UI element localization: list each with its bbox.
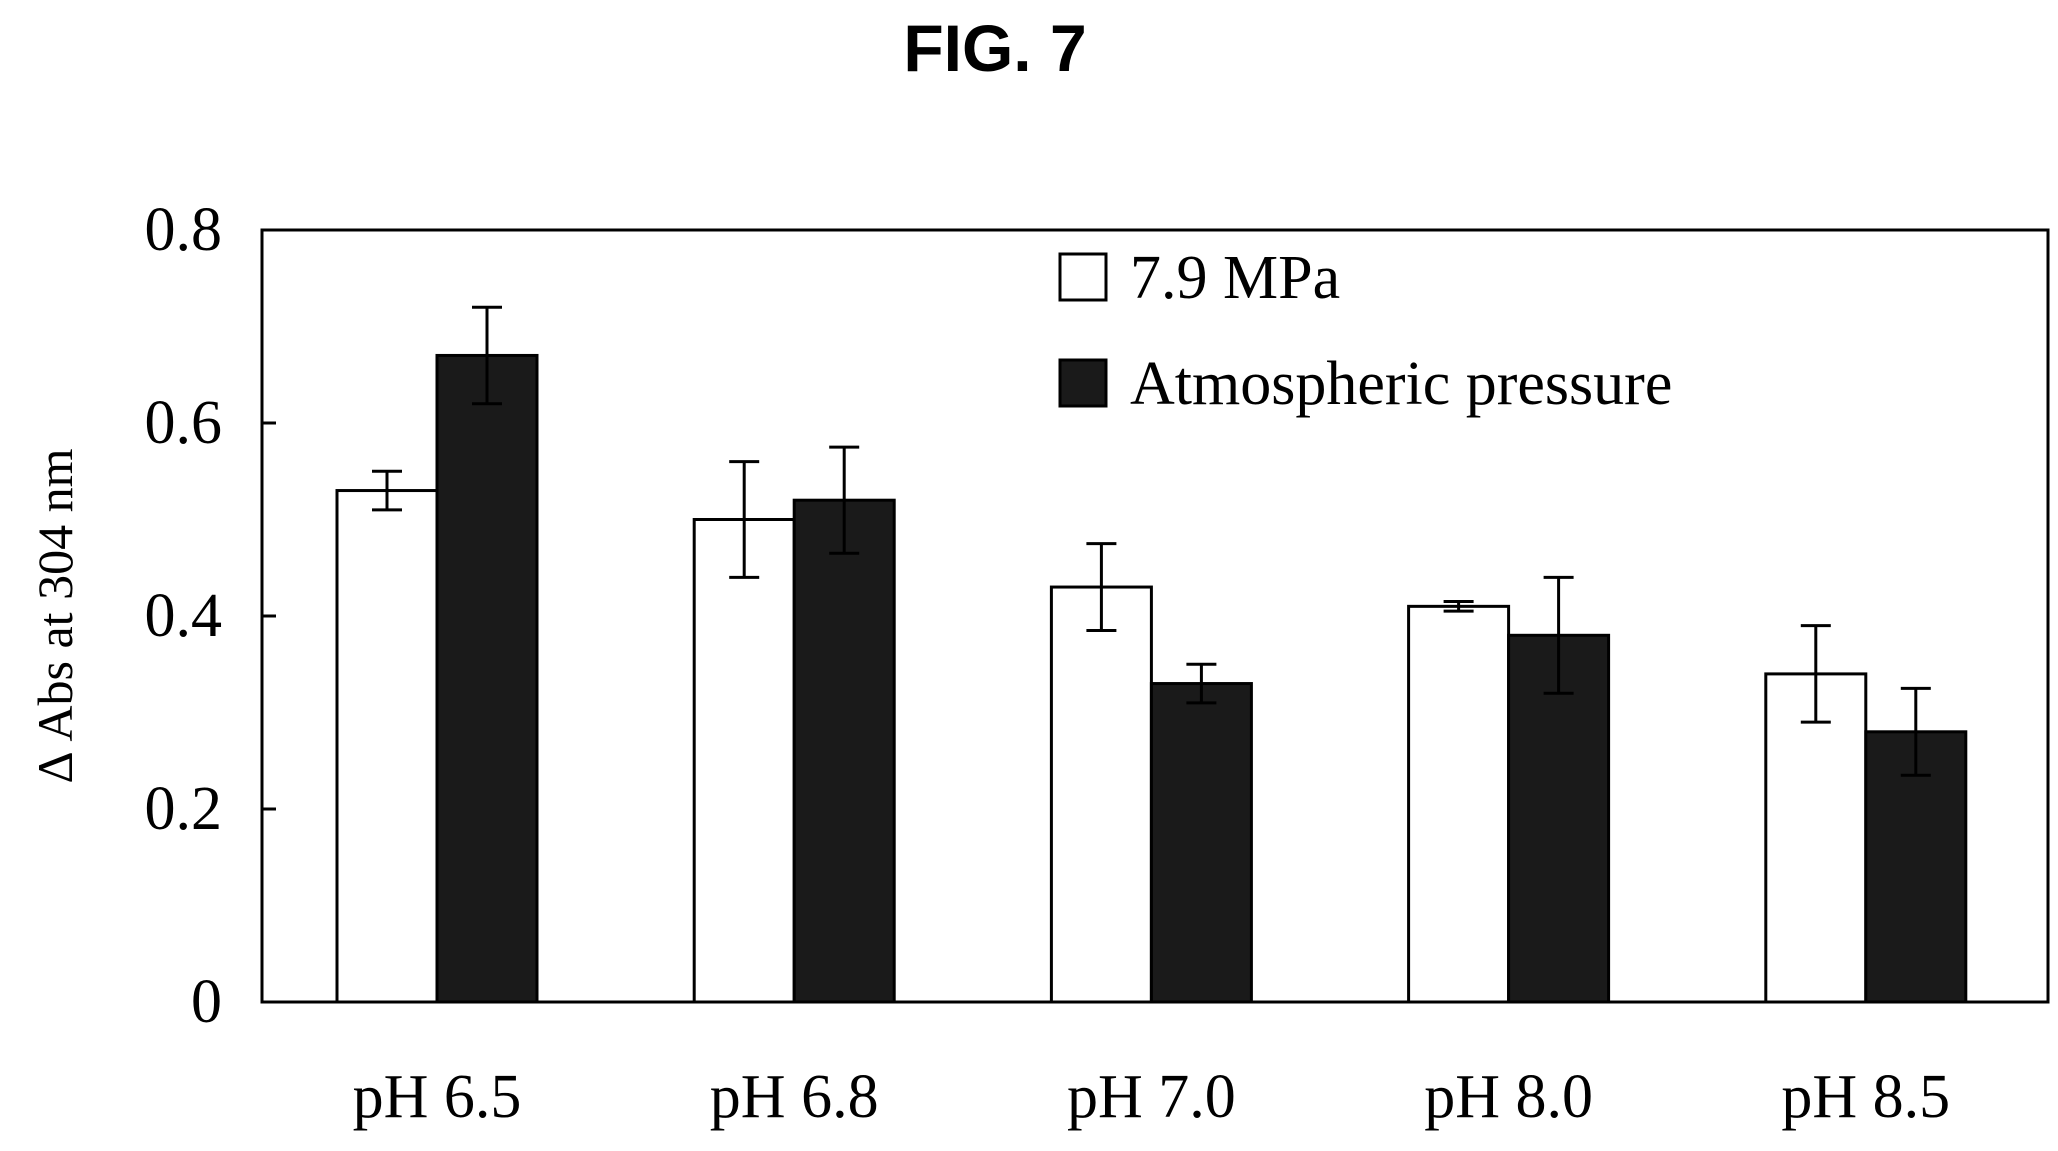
legend-label-atmospheric: Atmospheric pressure xyxy=(1130,350,1672,418)
x-tick-label: pH 6.5 xyxy=(353,1063,522,1131)
bar-mpa xyxy=(692,518,796,1004)
x-tick-label: pH 8.5 xyxy=(1781,1063,1950,1131)
y-tick-label: 0.4 xyxy=(145,582,223,650)
bar-mpa xyxy=(1049,585,1153,1004)
y-axis-title: Δ Abs at 304 nm xyxy=(27,448,83,783)
legend-label-mpa: 7.9 MPa xyxy=(1130,244,1340,312)
y-tick-label: 0 xyxy=(191,968,222,1036)
bar-atmospheric xyxy=(792,498,896,1004)
x-tick-label: pH 7.0 xyxy=(1067,1063,1236,1131)
y-tick-label: 0.2 xyxy=(145,775,223,843)
y-axis-ticks: 0 0.2 0.4 0.6 0.8 xyxy=(145,196,276,1036)
figure-label: FIG. 7 xyxy=(903,11,1087,85)
y-tick-label: 0.6 xyxy=(145,389,223,457)
legend-swatch-atmospheric xyxy=(1058,358,1108,408)
y-tick-label: 0.8 xyxy=(145,196,223,264)
legend-swatch-mpa xyxy=(1058,252,1108,302)
legend: 7.9 MPa Atmospheric pressure xyxy=(1058,244,1672,418)
x-tick-label: pH 8.0 xyxy=(1424,1063,1593,1131)
error-bars xyxy=(372,305,1931,777)
bars xyxy=(335,353,1968,1004)
bar-atmospheric xyxy=(435,353,539,1004)
x-tick-label: pH 6.8 xyxy=(710,1063,879,1131)
x-axis-labels: pH 6.5 pH 6.8 pH 7.0 pH 8.0 pH 8.5 xyxy=(353,1063,1951,1131)
bar-atmospheric xyxy=(1507,633,1611,1004)
bar-mpa xyxy=(1407,604,1511,1004)
bar-atmospheric xyxy=(1149,682,1253,1004)
bar-mpa xyxy=(335,489,439,1004)
